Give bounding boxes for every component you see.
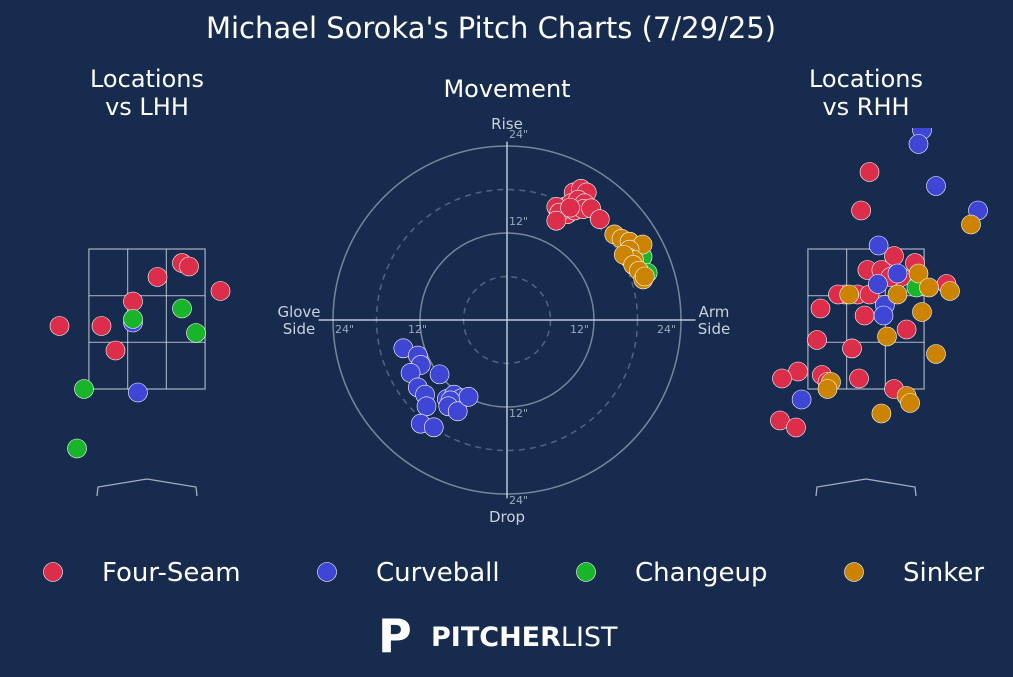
- rhh-pitch-sinker: [817, 379, 838, 399]
- lhh-pitch-changeup: [74, 379, 94, 399]
- legend-label-four-seam: Four-Seam: [102, 558, 241, 588]
- lhh-pitch-four-seam: [179, 256, 199, 277]
- rhh-pitches: [770, 128, 988, 438]
- rhh-pitch-four-seam: [842, 338, 862, 359]
- lhh-pitch-changeup: [186, 323, 206, 343]
- legend-item-curveball: Curveball: [317, 558, 500, 588]
- lhh-home-plate: [96, 478, 198, 497]
- movement-ring-label: 24": [509, 128, 528, 141]
- movement-pitches: [393, 178, 658, 438]
- rhh-pitch-sinker: [926, 344, 946, 364]
- legend-label-curveball: Curveball: [376, 558, 500, 588]
- arm-side-label-1: Arm: [699, 303, 730, 321]
- movement-pitch-curveball: [458, 387, 479, 407]
- glove-side-label-1: Glove: [277, 303, 320, 321]
- rhh-pitch-sinker: [961, 214, 981, 235]
- movement-pitch-four-seam: [589, 209, 610, 230]
- rhh-home-plate: [815, 478, 917, 497]
- rhh-pitch-curveball: [791, 389, 812, 410]
- rhh-pitch-sinker: [908, 263, 929, 284]
- rhh-pitch-sinker: [877, 326, 897, 347]
- rhh-pitch-sinker: [839, 284, 860, 305]
- movement-ring-label: 12": [408, 323, 427, 336]
- rhh-pitch-sinker: [887, 284, 908, 305]
- lhh-pitch-changeup: [123, 309, 143, 329]
- pitcherlist-wordmark-light: LIST: [561, 622, 618, 653]
- movement-ring-label: 12": [509, 407, 528, 420]
- lhh-pitch-changeup: [67, 438, 87, 459]
- lhh-pitch-four-seam: [91, 316, 112, 336]
- rhh-pitch-four-seam: [807, 330, 827, 350]
- rhh-pitch-curveball: [887, 263, 908, 284]
- movement-pitch-curveball: [423, 417, 444, 438]
- legend-label-changeup: Changeup: [635, 558, 768, 588]
- pitcherlist-logo: P PITCHERLIST: [378, 609, 618, 663]
- lhh-pitch-four-seam: [105, 340, 126, 361]
- rhh-pitch-four-seam: [851, 200, 871, 221]
- rhh-pitch-sinker: [871, 403, 892, 424]
- arm-side-label-2: Side: [698, 320, 730, 338]
- figure-title: Michael Soroka's Pitch Charts (7/29/25): [206, 11, 776, 45]
- rhh-pitch-four-seam: [786, 417, 806, 438]
- rhh-title-line1: Locations: [809, 65, 923, 93]
- movement-pitch-curveball: [429, 364, 450, 385]
- legend-marker-changeup: [576, 562, 596, 582]
- legend-item-four-seam: Four-Seam: [43, 558, 241, 588]
- rhh-pitch-four-seam: [859, 162, 880, 182]
- rhh-pitch-four-seam: [772, 368, 792, 389]
- drop-label: Drop: [489, 508, 525, 526]
- rhh-pitch-curveball: [868, 235, 889, 256]
- movement-pitch-four-seam: [560, 197, 580, 218]
- rhh-pitch-curveball: [868, 274, 888, 294]
- movement-pitch-curveball: [447, 401, 468, 422]
- lhh-pitches: [49, 253, 231, 459]
- rhh-pitch-curveball: [873, 305, 894, 326]
- legend-item-changeup: Changeup: [576, 558, 768, 588]
- legend-item-sinker: Sinker: [844, 558, 984, 588]
- lhh-pitch-curveball: [128, 382, 148, 403]
- lhh-pitch-changeup: [172, 298, 192, 319]
- movement-pitch-curveball: [416, 396, 437, 417]
- movement-title: Movement: [443, 75, 570, 103]
- rhh-pitch-curveball: [926, 176, 946, 196]
- rhh-pitch-curveball: [908, 134, 929, 154]
- movement-ring-label: 24": [335, 323, 354, 336]
- movement-ring-label: 12": [509, 215, 528, 228]
- pitcherlist-wordmark: PITCHERLIST: [431, 622, 618, 653]
- rhh-pitch-four-seam: [854, 305, 875, 326]
- legend-label-sinker: Sinker: [903, 558, 984, 588]
- glove-side-label-2: Side: [283, 320, 315, 338]
- movement-pitch-four-seam: [546, 210, 567, 231]
- locations-lhh-panel: Locations vs LHH: [49, 65, 231, 497]
- movement-pitch-sinker: [634, 266, 655, 287]
- movement-ring-label: 24": [509, 494, 528, 507]
- lhh-pitch-four-seam: [210, 281, 231, 301]
- locations-rhh-panel: Locations vs RHH: [770, 65, 988, 497]
- legend-marker-sinker: [844, 562, 864, 582]
- rhh-pitch-sinker: [940, 281, 960, 301]
- movement-ring-label: 24": [657, 323, 676, 336]
- rhh-title-line2: vs RHH: [822, 93, 909, 121]
- rhh-pitch-sinker: [919, 277, 939, 298]
- movement-panel: Movement Rise Drop Glove Side Arm Side 1…: [277, 75, 730, 526]
- rhh-pitch-sinker: [900, 393, 920, 413]
- rhh-pitch-four-seam: [849, 368, 869, 389]
- lhh-pitch-four-seam: [147, 267, 168, 287]
- pitcherlist-wordmark-bold: PITCHER: [431, 622, 561, 653]
- pitcherlist-mark-icon: P: [378, 609, 412, 663]
- movement-ring-label: 12": [570, 323, 589, 336]
- rise-label: Rise: [491, 115, 523, 133]
- legend-marker-curveball: [317, 562, 337, 582]
- lhh-title-line2: vs LHH: [105, 93, 189, 121]
- lhh-pitch-four-seam: [49, 316, 70, 336]
- rhh-pitch-sinker: [912, 302, 932, 322]
- legend: Four-Seam Curveball Changeup Sinker: [43, 558, 984, 588]
- lhh-title-line1: Locations: [90, 65, 204, 93]
- rhh-pitch-four-seam: [896, 319, 917, 340]
- legend-marker-four-seam: [43, 562, 63, 582]
- lhh-pitch-four-seam: [123, 291, 143, 312]
- rhh-pitch-four-seam: [810, 298, 831, 319]
